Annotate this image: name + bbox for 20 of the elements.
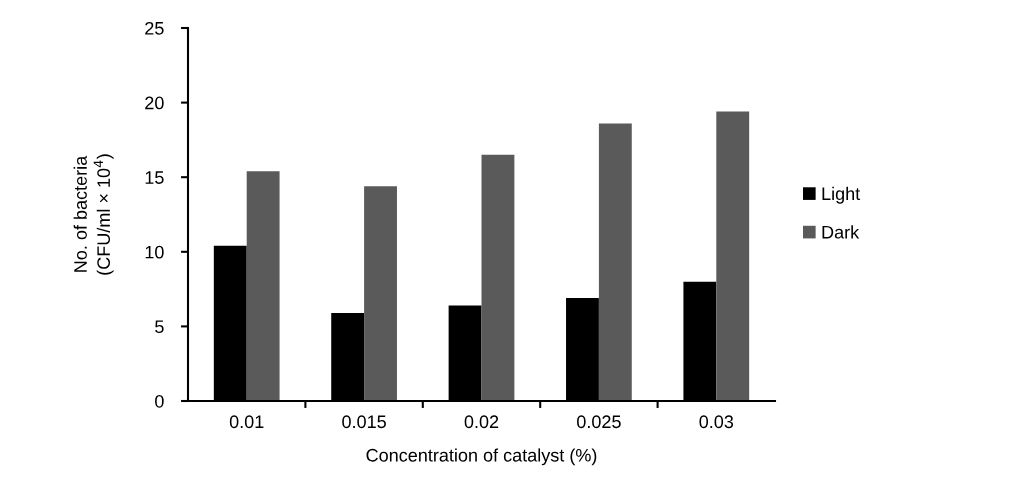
legend-label: Dark (822, 225, 860, 239)
x-tick-label: 0.01 (229, 415, 264, 429)
bar (716, 111, 750, 401)
y-tick-label: 20 (145, 96, 164, 110)
y-tick-label: 10 (145, 245, 164, 259)
bar (481, 154, 515, 401)
x-tick-label: 0.015 (342, 415, 386, 429)
y-axis-title: No. of bacteria (CFU/ml × 10$^{4}$) (73, 154, 114, 275)
y-tick-label: 5 (155, 320, 164, 334)
bar (598, 123, 632, 401)
x-tick-label: 0.025 (577, 415, 621, 429)
y-tick-label: 25 (145, 21, 164, 35)
x-tick-label: 0.02 (464, 415, 499, 429)
bar (364, 186, 397, 401)
y-tick-label: 15 (145, 171, 164, 184)
legend-label: Light (822, 186, 861, 204)
x-axis-title: Concentration of catalyst (%) (366, 448, 597, 466)
bar (246, 171, 280, 401)
y-tick-label: 0 (155, 394, 164, 408)
x-tick-label: 0.03 (699, 415, 734, 429)
